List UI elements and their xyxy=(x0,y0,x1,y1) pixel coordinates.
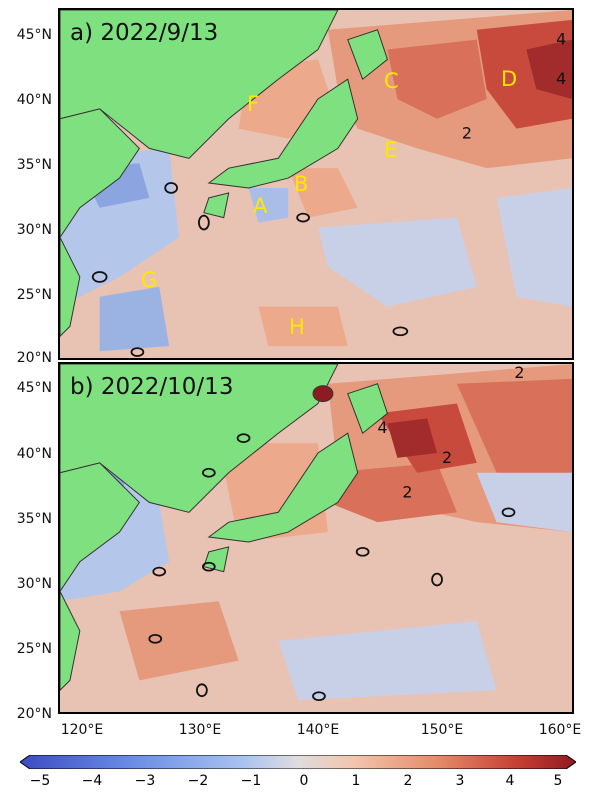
land-hokkaido xyxy=(347,29,389,81)
region-label-h: H xyxy=(289,315,305,339)
colorbar xyxy=(20,755,576,769)
contour-label: 4 xyxy=(556,30,566,49)
region-label-f: F xyxy=(247,92,260,116)
cool-region-a xyxy=(248,187,289,223)
contour-label: 2 xyxy=(442,448,452,467)
warm-region-h xyxy=(258,306,348,347)
lat-label-b-30: 30°N xyxy=(16,576,52,592)
land-china-coast xyxy=(60,108,141,239)
anomaly-map-a: 4 4 2 xyxy=(60,10,572,358)
lon-label-160: 160°E xyxy=(538,722,582,738)
map-panel-a: 4 4 2 a) 2022/9/13 A B C D E F G H xyxy=(58,8,574,360)
colorbar-tick-label: −2 xyxy=(187,773,209,789)
region-label-c: C xyxy=(384,69,399,93)
contour-label: 2 xyxy=(514,364,524,382)
lat-label-b-20: 20°N xyxy=(16,706,52,722)
anomaly-map-b: 2 4 2 2 xyxy=(60,364,572,712)
contour-label: 4 xyxy=(556,69,566,88)
colorbar-tick-label: 3 xyxy=(455,773,465,789)
lat-label-a-20: 20°N xyxy=(16,350,52,366)
contour-label: 2 xyxy=(402,482,412,501)
contour-label: 2 xyxy=(462,124,472,143)
colorbar-tick-label: 4 xyxy=(505,773,515,789)
colorbar-tick-label: 0 xyxy=(299,773,309,789)
lon-label-120: 120°E xyxy=(60,722,104,738)
lat-label-a-40: 40°N xyxy=(16,92,52,108)
colorbar-tick-label: −1 xyxy=(240,773,262,789)
lat-label-b-45: 45°N xyxy=(16,380,52,396)
lon-label-140: 140°E xyxy=(296,722,340,738)
land-china-coast xyxy=(60,462,141,593)
cool-region-south xyxy=(278,621,497,701)
land-hokkaido xyxy=(347,383,389,435)
contour-label: 4 xyxy=(378,418,388,437)
panel-title-a: a) 2022/9/13 xyxy=(70,20,219,46)
lat-label-a-45: 45°N xyxy=(16,27,52,43)
colorbar-tick-label: 1 xyxy=(351,773,361,789)
region-label-b: B xyxy=(294,172,309,196)
colorbar-tick-label: −4 xyxy=(81,773,103,789)
region-label-d: D xyxy=(501,67,518,91)
map-panel-b: 2 4 2 2 b) 2022/10/13 xyxy=(58,362,574,714)
lat-label-a-25: 25°N xyxy=(16,287,52,303)
warm-region-south xyxy=(119,601,239,681)
panel-title-b: b) 2022/10/13 xyxy=(70,374,234,400)
colorbar-tick-label: −3 xyxy=(134,773,156,789)
colorbar-tick-label: 5 xyxy=(553,773,563,789)
land-japan xyxy=(207,432,359,543)
colorbar-tick-label: 2 xyxy=(403,773,413,789)
lat-label-b-40: 40°N xyxy=(16,446,52,462)
region-label-e: E xyxy=(384,138,398,162)
region-label-g: G xyxy=(141,268,158,292)
cool-region-g xyxy=(99,286,170,352)
lat-label-a-30: 30°N xyxy=(16,222,52,238)
lat-label-a-35: 35°N xyxy=(16,157,52,173)
colorbar-tick-label: −5 xyxy=(29,773,51,789)
land-japan xyxy=(207,78,359,189)
colorbar-bar xyxy=(20,755,576,769)
lat-label-b-35: 35°N xyxy=(16,511,52,527)
lat-label-b-25: 25°N xyxy=(16,641,52,657)
cool-region-central xyxy=(317,217,477,307)
lon-label-130: 130°E xyxy=(178,722,222,738)
lon-label-150: 150°E xyxy=(420,722,464,738)
region-label-a: A xyxy=(253,194,268,218)
